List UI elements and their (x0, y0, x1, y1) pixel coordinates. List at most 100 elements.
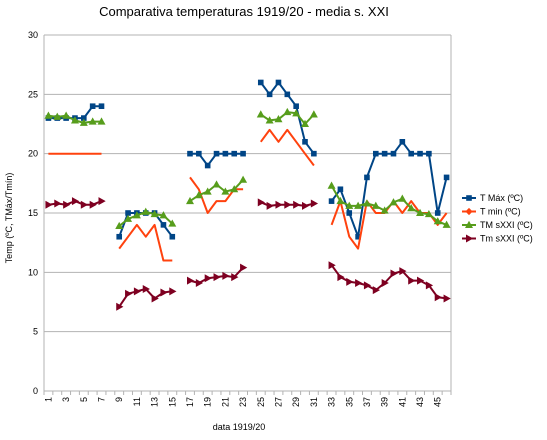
chart-title: Comparativa temperaturas 1919/20 - media… (99, 4, 389, 19)
y-tick-label: 0 (33, 386, 38, 396)
data-point (142, 284, 150, 293)
data-point (310, 199, 319, 208)
data-point (337, 273, 345, 282)
data-point (399, 139, 406, 145)
x-tick-label: 33 (327, 397, 337, 407)
data-point (204, 274, 212, 283)
data-point (150, 209, 159, 218)
data-point (240, 263, 248, 272)
legend-marker (465, 220, 473, 228)
data-point (63, 200, 71, 209)
series-2 (48, 128, 448, 262)
x-tick-label: 37 (362, 397, 372, 407)
data-point (133, 287, 142, 296)
data-point (302, 201, 310, 210)
series-4 (45, 197, 451, 311)
series-line (118, 223, 173, 262)
data-point (98, 103, 105, 109)
data-point (371, 201, 380, 209)
y-tick-label: 15 (28, 208, 38, 218)
data-point (274, 115, 283, 123)
data-point (336, 196, 345, 205)
data-point (399, 267, 407, 276)
data-point (443, 294, 451, 303)
data-point (424, 209, 433, 218)
series-group (44, 79, 451, 311)
data-point (195, 279, 204, 288)
data-point (159, 211, 168, 219)
data-point (417, 276, 425, 285)
series-1 (45, 79, 450, 240)
data-point (204, 162, 211, 169)
data-point (434, 210, 441, 216)
data-point (231, 273, 239, 282)
data-point (213, 150, 220, 157)
data-point (71, 197, 80, 206)
legend-item: Tm sXXI (ºC) (462, 234, 533, 244)
data-point (88, 117, 97, 125)
data-point (124, 214, 133, 222)
data-point (168, 219, 177, 227)
data-point (327, 181, 336, 189)
data-point (408, 276, 416, 285)
x-tick-label: 43 (415, 397, 425, 407)
data-point (212, 180, 221, 188)
data-point (408, 150, 414, 157)
data-point (266, 91, 273, 98)
data-point (196, 150, 202, 157)
data-point (442, 220, 451, 228)
data-point (132, 211, 141, 219)
x-tick-label: 25 (256, 397, 266, 407)
data-point (390, 150, 397, 157)
data-point (362, 199, 371, 207)
data-point (293, 103, 299, 109)
data-point (70, 116, 79, 124)
y-tick-label: 10 (28, 267, 38, 277)
legend: T Máx (ºC) T min (ºC) TM sXXI (ºC) Tm sXXI … (462, 193, 533, 244)
data-point (222, 150, 229, 157)
data-point (265, 116, 274, 124)
data-point (239, 175, 248, 183)
data-point (266, 201, 274, 210)
y-tick-label: 20 (28, 149, 38, 159)
data-point (433, 217, 442, 225)
data-point (115, 221, 124, 230)
legend-item: T Máx (ºC) (462, 193, 523, 203)
x-tick-label: 23 (238, 397, 248, 407)
data-point (62, 111, 71, 119)
legend-marker (466, 195, 472, 201)
y-axis-label: Temp (ºC, TMáx/Tmín) (4, 173, 14, 264)
data-point (169, 233, 176, 240)
x-tick-label: 41 (397, 397, 407, 407)
data-point (416, 208, 425, 216)
y-tick-label: 30 (28, 30, 38, 40)
data-point (54, 199, 62, 208)
data-point (443, 174, 450, 181)
data-point (213, 273, 221, 282)
data-point (328, 261, 336, 270)
data-point (125, 289, 133, 298)
legend-item: TM sXXI (ºC) (462, 220, 533, 230)
x-tick-label: 35 (344, 397, 354, 407)
data-point (283, 107, 292, 116)
data-point (79, 118, 88, 126)
data-point (372, 286, 380, 295)
data-point (125, 210, 131, 216)
data-point (141, 207, 150, 215)
data-point (116, 233, 123, 240)
data-point (160, 288, 168, 297)
data-point (151, 294, 159, 303)
x-tick-label: 9 (114, 397, 124, 402)
data-point (284, 200, 292, 209)
data-point (275, 79, 282, 86)
data-point (380, 206, 389, 214)
x-tick-label: 1 (43, 397, 53, 402)
data-point (89, 200, 97, 209)
data-point (407, 204, 416, 212)
legend-label: Tm sXXI (ºC) (480, 234, 533, 244)
x-tick-label: 15 (167, 397, 177, 407)
x-tick-label: 39 (380, 397, 390, 407)
data-point (169, 287, 177, 296)
